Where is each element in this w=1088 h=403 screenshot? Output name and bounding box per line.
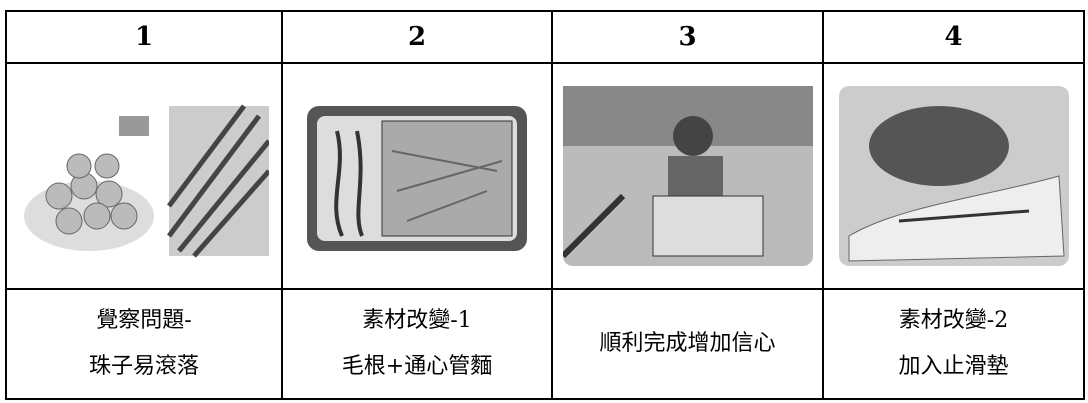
activity-table: 1 2 3 4 bbox=[5, 10, 1085, 400]
caption-cell: 覺察問題- 珠子易滾落 bbox=[5, 288, 283, 400]
photo-tray bbox=[307, 106, 527, 251]
photo-child bbox=[562, 86, 813, 266]
caption-cell: 素材改變-1 毛根+通心管麵 bbox=[281, 288, 553, 400]
caption-line: 加入止滑墊 bbox=[898, 354, 1009, 379]
photo-mat bbox=[838, 86, 1069, 266]
caption-line: 素材改變-1 bbox=[362, 308, 472, 333]
caption-line: 覺察問題- bbox=[96, 308, 192, 333]
photo-cell bbox=[5, 62, 283, 290]
caption-line: 順利完成增加信心 bbox=[599, 331, 776, 356]
header-row: 1 2 3 4 bbox=[5, 10, 1085, 64]
caption-line: 毛根+通心管麵 bbox=[341, 354, 493, 379]
photo-cell bbox=[281, 62, 553, 290]
caption-line: 素材改變-2 bbox=[898, 308, 1009, 333]
caption-row: 覺察問題- 珠子易滾落 素材改變-1 毛根+通心管麵 順利完成增加信心 素材改變-2… bbox=[5, 288, 1085, 400]
header-cell: 3 bbox=[551, 10, 824, 64]
photo-cell bbox=[822, 62, 1085, 290]
caption-cell: 順利完成增加信心 bbox=[551, 288, 824, 400]
caption-cell: 素材改變-2 加入止滑墊 bbox=[822, 288, 1085, 400]
header-cell: 2 bbox=[281, 10, 553, 64]
header-cell: 1 bbox=[5, 10, 283, 64]
photo-row bbox=[5, 62, 1085, 290]
photo-beads bbox=[19, 86, 269, 266]
caption-line: 珠子易滾落 bbox=[88, 354, 199, 379]
photo-cell bbox=[551, 62, 824, 290]
header-cell: 4 bbox=[822, 10, 1085, 64]
